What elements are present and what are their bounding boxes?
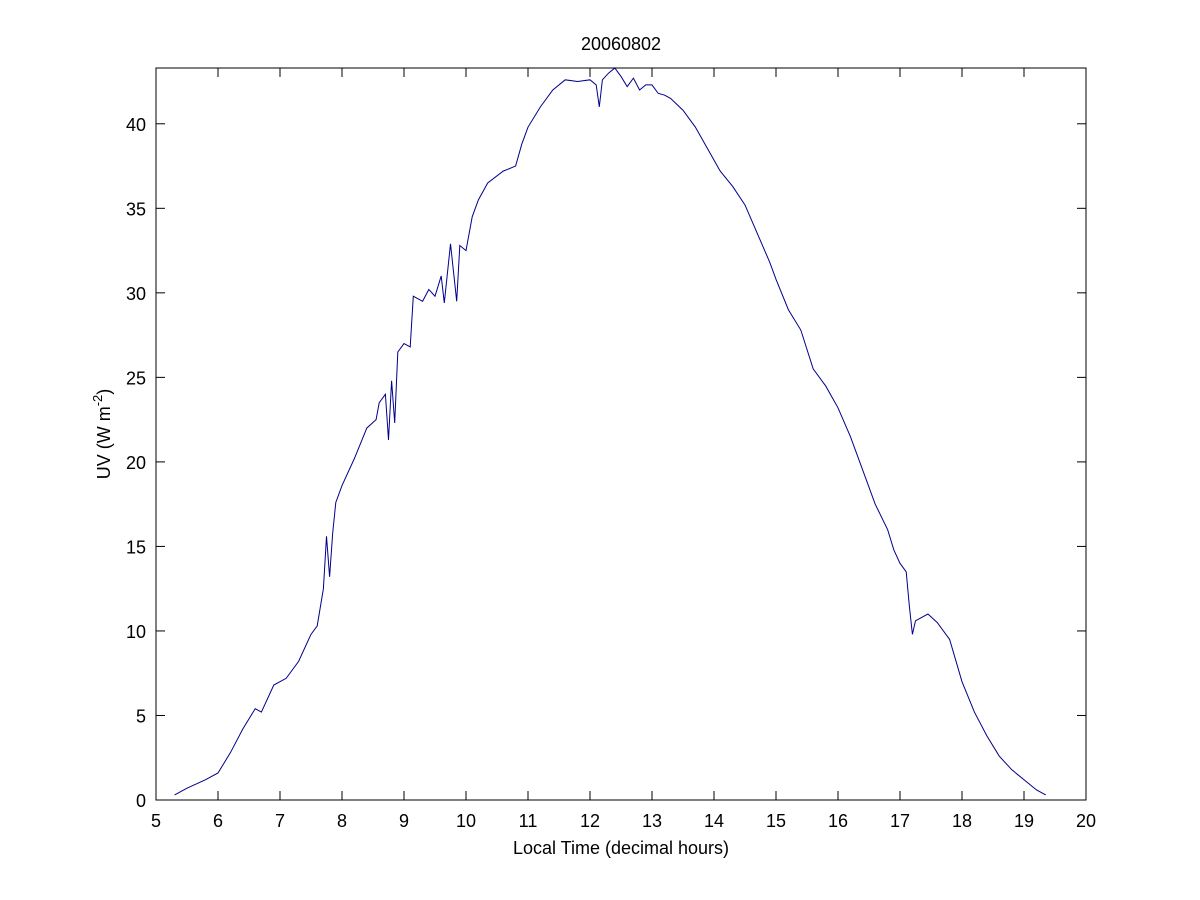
x-tick-label: 6 [213,811,223,831]
y-axis-label: UV (W m-2) [90,389,114,480]
x-tick-label: 7 [275,811,285,831]
x-tick-label: 12 [580,811,600,831]
x-tick-label: 17 [890,811,910,831]
x-tick-label: 18 [952,811,972,831]
plot-area [155,67,1087,801]
x-tick-label: 16 [828,811,848,831]
y-tick-label: 40 [126,115,146,135]
x-tick-label: 8 [337,811,347,831]
y-tick-label: 35 [126,199,146,219]
x-tick-label: 14 [704,811,724,831]
x-tick-label: 15 [766,811,786,831]
y-tick-label: 30 [126,284,146,304]
x-tick-label: 5 [151,811,161,831]
y-axis-label-end: ) [94,389,114,395]
y-tick-label: 0 [136,791,146,811]
y-tick-label: 25 [126,368,146,388]
y-tick-label: 5 [136,706,146,726]
x-tick-label: 10 [456,811,476,831]
x-axis-label: Local Time (decimal hours) [513,838,729,858]
x-tick-label: 19 [1014,811,1034,831]
y-tick-label: 10 [126,622,146,642]
x-tick-label: 13 [642,811,662,831]
y-axis-label-main: UV (W m [94,406,114,479]
y-tick-label: 20 [126,453,146,473]
data-line [174,67,1046,796]
y-tick-label: 15 [126,537,146,557]
x-tick-label: 9 [399,811,409,831]
y-axis-label-sup: -2 [90,395,105,407]
chart-title: 20060802 [581,34,661,54]
x-tick-label: 11 [519,811,538,831]
x-tick-label: 20 [1076,811,1096,831]
